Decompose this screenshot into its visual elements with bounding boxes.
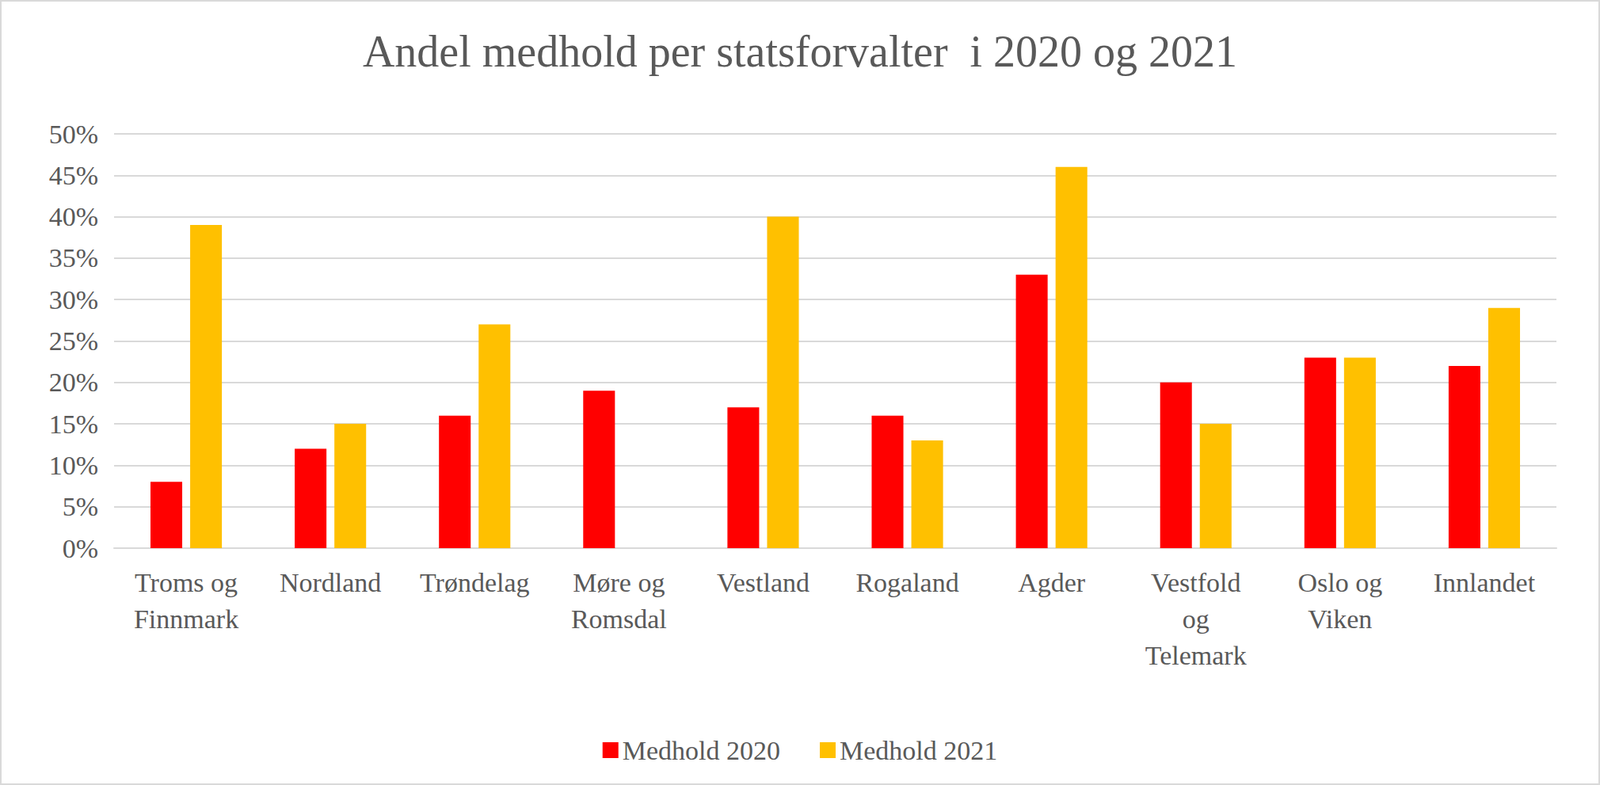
svg-text:10%: 10% — [49, 450, 99, 480]
svg-text:Troms og: Troms og — [134, 567, 238, 598]
svg-text:20%: 20% — [49, 367, 99, 397]
svg-text:Romsdal: Romsdal — [571, 604, 667, 634]
svg-text:Finnmark: Finnmark — [133, 604, 239, 634]
svg-text:Innlandet: Innlandet — [1433, 567, 1536, 598]
svg-text:30%: 30% — [49, 285, 99, 315]
svg-text:Nordland: Nordland — [279, 567, 381, 598]
svg-text:Agder: Agder — [1017, 567, 1086, 598]
svg-text:og: og — [1182, 604, 1210, 634]
svg-text:45%: 45% — [49, 160, 99, 191]
svg-text:Møre og: Møre og — [572, 567, 665, 598]
svg-text:Viken: Viken — [1307, 604, 1372, 634]
svg-text:Medhold 2021: Medhold 2021 — [839, 735, 998, 766]
svg-text:Medhold 2020: Medhold 2020 — [622, 735, 781, 766]
svg-text:Rogaland: Rogaland — [855, 567, 959, 598]
svg-text:15%: 15% — [49, 409, 99, 439]
svg-text:50%: 50% — [49, 119, 99, 149]
svg-text:Trøndelag: Trøndelag — [419, 567, 530, 598]
svg-text:Oslo og: Oslo og — [1297, 567, 1383, 598]
svg-text:Vestfold: Vestfold — [1150, 567, 1241, 598]
svg-text:35%: 35% — [49, 243, 99, 273]
svg-text:0%: 0% — [62, 533, 99, 564]
svg-text:Telemark: Telemark — [1145, 640, 1247, 671]
svg-text:5%: 5% — [62, 491, 99, 522]
svg-text:Vestland: Vestland — [716, 567, 810, 598]
svg-text:40%: 40% — [49, 201, 99, 232]
svg-text:Andel medhold per statsforvalt: Andel medhold per statsforvalter i 2020 … — [362, 26, 1238, 77]
svg-text:25%: 25% — [49, 326, 99, 356]
